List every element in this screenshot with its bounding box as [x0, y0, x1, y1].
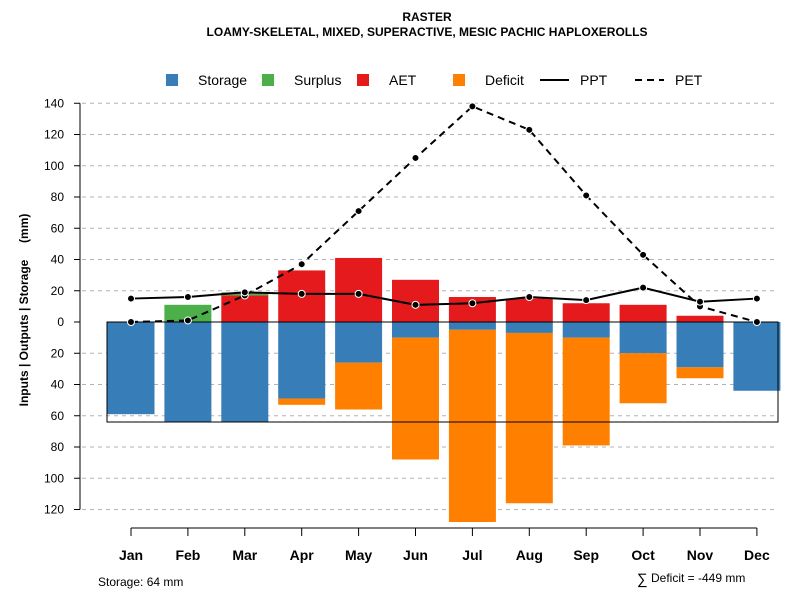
ppt-line: [130, 286, 757, 306]
bar-storage: [448, 322, 496, 330]
bar-deficit: [448, 329, 496, 522]
sum-symbol: ∑: [637, 571, 648, 588]
storage-note: Storage: 64 mm: [98, 575, 183, 589]
bar-deficit: [392, 337, 439, 460]
legend-label: PET: [675, 72, 703, 88]
bar-deficit: [505, 332, 553, 504]
ppt-point: [297, 289, 306, 298]
legend-swatch: [357, 74, 369, 86]
y-tick-label: 60: [51, 221, 65, 235]
bar-storage: [619, 322, 667, 354]
y-axis-label: Inputs | Outputs | Storage (mm): [17, 214, 31, 407]
ppt-point: [127, 294, 135, 303]
chart-subtitle: LOAMY-SKELETAL, MIXED, SUPERACTIVE, MESI…: [207, 25, 648, 39]
legend-label: Surplus: [294, 72, 341, 88]
pet-point: [354, 207, 363, 216]
y-tick-label: 20: [51, 284, 65, 298]
legend-label: Storage: [198, 72, 247, 88]
x-tick-label: Sep: [573, 547, 599, 563]
legend: Storage Surplus AET Deficit PPT PET: [166, 72, 703, 88]
x-tick-label: Jun: [403, 547, 428, 563]
ppt-point: [696, 297, 704, 306]
lines: [127, 102, 761, 326]
bar-storage: [278, 322, 326, 399]
ppt-point: [468, 299, 477, 308]
bar-aet: [221, 295, 269, 322]
bar-storage: [676, 322, 724, 368]
x-tick-label: Jan: [119, 547, 143, 563]
pet-point: [468, 102, 477, 111]
bars: [107, 257, 781, 522]
bar-storage: [392, 322, 439, 338]
y-tick-label: 120: [44, 503, 64, 517]
x-tick-label: May: [345, 547, 372, 563]
bar-storage: [335, 322, 383, 363]
bar-aet: [505, 298, 553, 322]
bar-deficit: [676, 367, 724, 379]
pet-point: [183, 316, 192, 325]
x-tick-label: Aug: [516, 547, 543, 563]
legend-swatch: [166, 74, 178, 86]
bar-storage: [733, 322, 781, 391]
ppt-point: [183, 293, 192, 301]
legend-label: PPT: [580, 72, 608, 88]
y-tick-label: 40: [51, 378, 65, 392]
ppt-point: [525, 293, 534, 301]
ppt-point: [411, 300, 420, 309]
x-tick-label: Dec: [744, 547, 770, 563]
bar-deficit: [619, 353, 667, 404]
pet-point: [411, 153, 420, 162]
bar-surplus: [164, 304, 212, 322]
y-tick-label: 100: [44, 471, 64, 485]
bar-storage: [562, 322, 610, 338]
x-tick-label: Jul: [462, 547, 482, 563]
x-tick-label: Apr: [290, 547, 315, 563]
storage-capacity-frame: [106, 321, 779, 423]
legend-swatch: [453, 74, 465, 86]
ppt-point: [639, 283, 648, 292]
bar-aet: [562, 303, 610, 322]
ppt-point: [240, 288, 249, 297]
legend-label: Deficit: [485, 72, 524, 88]
y-tick-label: 80: [51, 190, 65, 204]
y-tick-label: 140: [44, 96, 64, 110]
x-tick-label: Mar: [232, 547, 257, 563]
storage-capacity-box: [106, 321, 779, 423]
bar-deficit: [562, 337, 610, 446]
bar-storage: [164, 322, 212, 422]
legend-swatch: [262, 74, 274, 86]
y-tick-label: 40: [51, 253, 65, 267]
bar-deficit: [278, 398, 326, 405]
pet-point: [525, 125, 534, 134]
bar-aet: [619, 304, 667, 322]
deficit-note: Deficit = -449 mm: [651, 571, 745, 585]
bar-storage: [505, 322, 553, 333]
ppt-point: [752, 294, 761, 303]
bar-storage: [221, 322, 269, 422]
bar-storage: [107, 322, 155, 415]
ppt-point: [582, 296, 591, 305]
ppt-point: [354, 289, 363, 298]
y-tick-label: 20: [51, 346, 65, 360]
pet-line: [130, 105, 758, 323]
y-tick-label: 60: [51, 409, 65, 423]
pet-point: [639, 250, 648, 259]
pet-point: [582, 191, 591, 200]
pet-point: [752, 318, 761, 326]
x-tick-label: Feb: [175, 547, 200, 563]
bar-aet: [676, 315, 724, 322]
x-tick-label: Oct: [631, 547, 655, 563]
legend-label: AET: [389, 72, 417, 88]
pet-point: [127, 318, 135, 326]
y-tick-label: 100: [44, 159, 64, 173]
chart-title: RASTER: [402, 10, 452, 24]
y-tick-label: 0: [57, 315, 64, 329]
pet-point: [297, 260, 306, 269]
axes: 140 120 100 80 60 40 20 0 20 40 60 80 100 120 Jan Feb Ma…: [44, 96, 770, 563]
y-tick-label: 120: [44, 128, 64, 142]
x-tick-label: Nov: [687, 547, 714, 563]
bar-deficit: [335, 362, 383, 410]
y-tick-label: 80: [51, 440, 65, 454]
